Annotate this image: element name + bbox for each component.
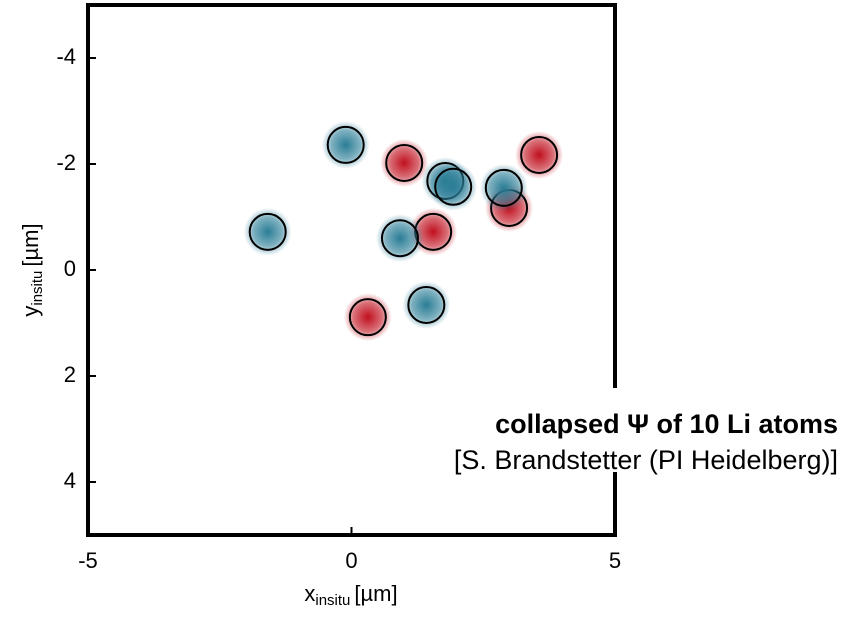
x-label-symbol: x [304,581,315,606]
x-tick-label: 5 [609,548,621,573]
y-axis-label: yinsitu [µm] [18,223,46,316]
y-tick-label: 0 [64,256,76,281]
x-label-unit: [µm] [354,581,397,606]
y-label-subscript: insitu [29,271,46,306]
y-tick-label: -4 [56,44,76,69]
atom-density [429,163,477,211]
y-tick-label: -2 [56,150,76,175]
x-axis-label: xinsitu[µm] [304,581,397,609]
atom-density [480,164,528,212]
atom-density [515,131,563,179]
annotation-credit: [S. Brandstetter (PI Heidelberg)] [454,445,838,475]
atom-density [402,281,450,329]
atom-density [344,293,392,341]
page: {"chart_data": { "type": "scatter", "xli… [0,0,857,612]
atom-density [376,214,424,262]
y-label-unit: [µm] [18,223,43,266]
y-label-symbol: y [18,306,43,317]
atom-density [244,208,292,256]
x-label-subscript: insitu [315,592,350,609]
y-tick-label: 2 [64,362,76,387]
atom-density [322,121,370,169]
y-tick-label: 4 [64,468,76,493]
atom-density [380,139,428,187]
chart: xinsitu[µm] yinsitu[µm] collapsed Ψ of 1… [0,0,857,612]
annotation-title: collapsed Ψ of 10 Li atoms [495,409,838,439]
x-tick-label: -5 [78,548,98,573]
plot-area [244,121,563,341]
x-tick-label: 0 [345,548,357,573]
